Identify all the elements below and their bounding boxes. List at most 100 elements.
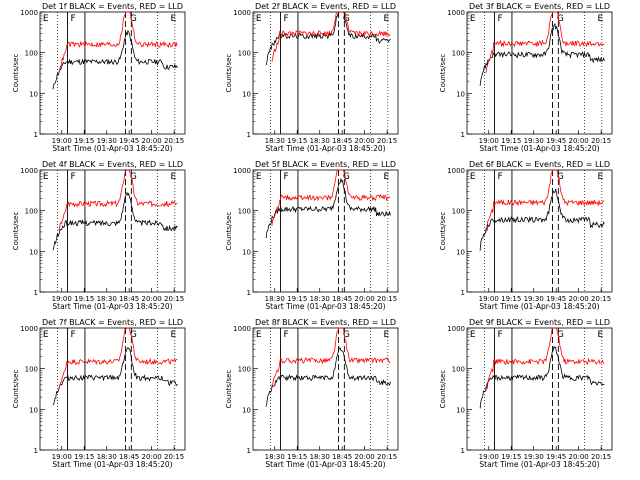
x-tick-label: 20:00 (355, 137, 375, 145)
panel-title: Det 7f BLACK = Events, RED = LLD (42, 318, 183, 327)
x-axis-label: Start Time (01-Apr-03 18:45:20) (265, 460, 385, 469)
x-tick-label: 19:00 (479, 137, 499, 145)
event-marker-label: E (384, 14, 390, 24)
x-tick-label: 20:15 (591, 295, 611, 303)
x-tick-label: 19:45 (546, 137, 566, 145)
series-line-red (485, 169, 605, 233)
plot-frame (39, 169, 186, 293)
event-marker-label: E (598, 172, 604, 182)
x-tick-label: 20:00 (569, 453, 589, 461)
x-axis-label: Start Time (01-Apr-03 18:45:20) (479, 460, 599, 469)
x-tick-label: 18:30 (310, 137, 330, 145)
series-line-black (265, 178, 391, 239)
y-axis-label: Counts/sec (12, 370, 20, 409)
event-marker-label: G (557, 14, 564, 24)
event-marker-label: G (557, 330, 564, 340)
panel-title: Det 6f BLACK = Events, RED = LLD (469, 160, 610, 169)
y-tick-label: 100 (238, 50, 251, 58)
panel-4: Det 4f BLACK = Events, RED = LLD 1 10 100 10… (12, 160, 186, 311)
series-line-black (265, 347, 391, 407)
x-tick-label: 19:15 (287, 453, 307, 461)
x-tick-label: 20:00 (569, 295, 589, 303)
series-line-black (52, 346, 178, 406)
panel-6: Det 6f BLACK = Events, RED = LLD 1 10 100 10… (439, 160, 613, 311)
event-marker-label: G (130, 172, 137, 182)
x-tick-label: 19:45 (119, 137, 139, 145)
plot-frame (39, 11, 186, 135)
series-line-black (479, 188, 605, 251)
x-tick-label: 20:00 (355, 295, 375, 303)
event-marker-label: E (43, 14, 49, 24)
x-tick-label: 19:00 (479, 453, 499, 461)
x-tick-label: 18:45 (332, 295, 352, 303)
y-tick-label: 1 (247, 131, 251, 139)
y-tick-label: 1000 (233, 167, 251, 175)
event-marker-label: E (256, 330, 262, 340)
y-tick-label: 10 (242, 406, 251, 414)
x-tick-label: 19:30 (524, 137, 544, 145)
x-tick-label: 19:15 (501, 295, 521, 303)
y-axis-label: Counts/sec (225, 370, 233, 409)
x-tick-label: 19:15 (287, 295, 307, 303)
y-tick-label: 100 (452, 50, 465, 58)
y-tick-label: 100 (238, 208, 251, 216)
x-tick-label: 18:45 (332, 453, 352, 461)
panel-title: Det 3f BLACK = Events, RED = LLD (469, 2, 610, 11)
y-tick-label: 1000 (233, 325, 251, 333)
y-tick-label: 1000 (20, 325, 38, 333)
panel-title: Det 9f BLACK = Events, RED = LLD (469, 318, 610, 327)
x-tick-label: 20:00 (142, 453, 162, 461)
y-tick-label: 100 (25, 366, 38, 374)
x-tick-label: 19:15 (501, 453, 521, 461)
y-tick-label: 10 (456, 406, 465, 414)
x-tick-label: 19:00 (479, 295, 499, 303)
x-tick-label: 18:30 (310, 453, 330, 461)
series-line-red (271, 169, 391, 226)
y-tick-label: 1 (247, 289, 251, 297)
series-line-red (58, 11, 178, 72)
y-axis-label: Counts/sec (225, 54, 233, 93)
x-tick-label: 18:30 (97, 453, 117, 461)
x-tick-label: 19:30 (97, 137, 117, 145)
y-tick-label: 1 (461, 447, 465, 455)
event-marker-label: G (130, 14, 137, 24)
y-tick-label: 1 (34, 289, 38, 297)
plot-frame (252, 169, 399, 293)
y-tick-label: 1 (461, 131, 465, 139)
x-axis-label: Start Time (01-Apr-03 18:45:20) (479, 302, 599, 311)
y-axis-label: Counts/sec (225, 212, 233, 251)
event-marker-label: E (384, 330, 390, 340)
y-axis-label: Counts/sec (439, 370, 447, 409)
event-marker-label: F (283, 330, 288, 340)
y-tick-label: 100 (452, 208, 465, 216)
panel-3: Det 3f BLACK = Events, RED = LLD 1 10 100 10… (439, 2, 613, 153)
panel-8: Det 8f BLACK = Events, RED = LLD 1 10 100 10… (225, 318, 399, 469)
y-tick-label: 10 (456, 90, 465, 98)
x-tick-label: 20:00 (569, 137, 589, 145)
x-axis-label: Start Time (01-Apr-03 18:45:20) (52, 302, 172, 311)
y-tick-label: 1 (461, 289, 465, 297)
x-tick-label: 19:00 (52, 295, 72, 303)
x-tick-label: 20:15 (591, 137, 611, 145)
y-tick-label: 1000 (20, 9, 38, 17)
event-marker-label: E (256, 14, 262, 24)
series-line-black (479, 22, 605, 86)
x-tick-label: 19:15 (74, 295, 94, 303)
panel-1: Det 1f BLACK = Events, RED = LLD 1 10 100 10… (12, 2, 186, 153)
series-line-black (479, 345, 605, 409)
event-marker-label: E (43, 172, 49, 182)
series-line-black (52, 29, 178, 90)
panel-title: Det 4f BLACK = Events, RED = LLD (42, 160, 183, 169)
panel-2: Det 2f BLACK = Events, RED = LLD 1 10 100 10… (225, 2, 399, 153)
x-tick-label: 20:15 (591, 453, 611, 461)
series-line-red (485, 11, 605, 74)
y-tick-label: 1000 (447, 167, 465, 175)
y-tick-label: 1 (247, 447, 251, 455)
event-marker-label: E (171, 14, 177, 24)
x-axis-label: Start Time (01-Apr-03 18:45:20) (52, 460, 172, 469)
x-tick-label: 20:15 (377, 137, 397, 145)
x-tick-label: 19:15 (287, 137, 307, 145)
plot-frame (466, 11, 613, 135)
y-tick-label: 10 (456, 248, 465, 256)
event-marker-label: F (497, 172, 502, 182)
